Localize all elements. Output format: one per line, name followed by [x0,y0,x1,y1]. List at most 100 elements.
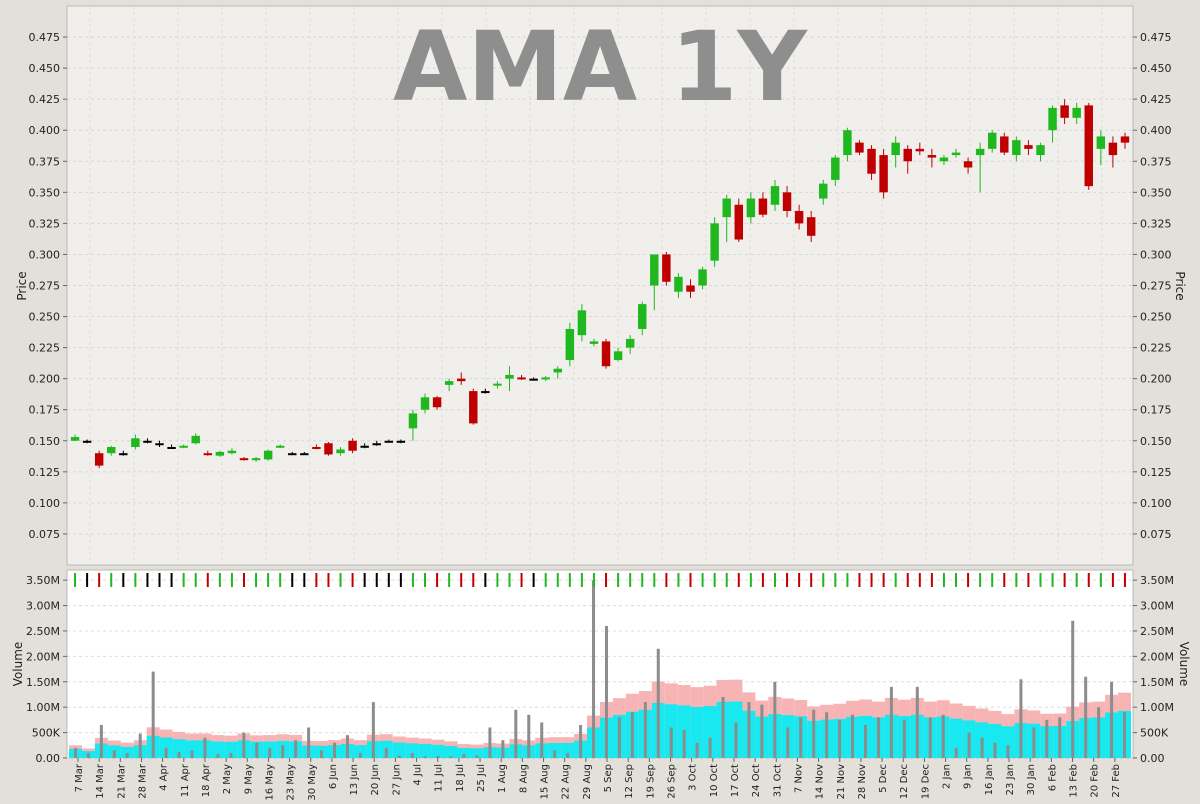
candle-body [794,210,804,224]
candle-body [191,435,200,444]
volume-bar [553,750,557,758]
price-candles [70,99,1130,469]
date-tick-label: 6 Jun [328,764,339,789]
price-tick-label: 0.375 [29,155,61,168]
volume-bar [345,735,349,758]
date-tick-label: 5 Sep [603,764,614,792]
volume-bar [86,752,90,758]
volume-bar [682,730,686,758]
volume-bar [540,722,544,758]
candle-body [951,152,961,156]
date-tick-label: 14 Nov [815,764,826,800]
volume-bar [747,702,751,758]
date-tick-label: 4 Apr [159,763,170,791]
date-tick-label: 9 Jan [963,764,974,789]
candle-body [82,440,92,443]
candle-body [444,381,454,385]
candle-body [698,269,707,286]
date-tick-label: 27 Feb [1111,764,1122,798]
price-tick-label: 0.425 [1140,93,1172,106]
volume-bar [993,742,997,758]
volume-bar [255,742,259,758]
volume-bar [941,714,945,758]
candle-body [879,155,888,193]
candle-body [855,142,864,153]
date-tick-label: 13 Jun [349,764,360,796]
volume-bar [229,752,233,758]
candle-body [734,204,744,240]
volume-bar [721,697,725,758]
date-tick-label: 28 Mar [137,763,148,799]
candle-body [94,453,104,466]
candle-body [348,440,357,451]
candle-body [107,446,116,454]
price-tick-label: 0.275 [1140,280,1172,293]
volume-bar [928,717,932,758]
volume-tick-label: 2.50M [26,625,60,638]
candle-body [70,437,80,441]
date-tick-label: 16 May [264,764,275,800]
price-axis-label-left: Price [15,271,29,300]
date-tick-label: 13 Feb [1069,764,1080,798]
candle-body [312,446,321,449]
candle-body [275,445,285,448]
candle-body [589,341,599,344]
volume-bar [320,750,324,758]
volume-band-inner [470,748,484,758]
candle-body [782,192,792,211]
date-tick-label: 19 Dec [920,764,931,799]
candle-body [203,453,213,456]
candle-body [1120,136,1130,143]
candle-body [613,351,623,361]
candle-body [167,446,176,449]
candle-body [1084,105,1093,187]
date-tick-label: 25 Jul [476,764,487,792]
candle-body [601,341,611,367]
candle-body [650,254,659,286]
candle-body [227,450,237,454]
candle-body [432,397,442,408]
candle-body [1096,136,1106,149]
volume-bar [177,751,181,758]
volume-ticks-right: 0.00 500K 1.00M 1.50M 2.00M 2.50M 3.00M 3.50M [1133,574,1174,765]
candle-body [625,338,635,348]
price-tick-label: 0.150 [29,435,61,448]
volume-bar [876,717,880,758]
volume-tick-label: 500K [1140,727,1169,740]
candle-body [408,413,418,429]
date-tick-label: 17 Oct [730,764,741,797]
candle-body [1036,145,1045,156]
date-tick-label: 2 Jan [942,764,953,789]
candle-body [1012,140,1021,156]
candle-body [686,285,695,292]
candle-body [336,449,345,454]
volume-bar [1123,712,1127,758]
volume-bar [915,686,919,758]
date-tick-label: 31 Oct [772,764,783,797]
volume-bar [397,755,401,758]
volume-tick-label: 1.00M [1140,701,1174,714]
volume-bar [423,756,427,758]
candle-body [638,304,647,329]
candle-body [1000,136,1009,153]
date-tick-label: 23 May [286,764,297,800]
candle-body [505,374,514,379]
price-tick-label: 0.275 [29,280,61,293]
volume-bar [734,722,738,758]
volume-band-inner [120,747,134,758]
candle-body [915,148,925,152]
volume-bar [773,681,777,758]
date-tick-label: 19 Sep [645,764,656,799]
volume-tick-label: 1.50M [26,676,60,689]
volume-bar [1084,676,1088,758]
date-tick-label: 6 Feb [1047,764,1058,791]
candle-body [577,310,587,336]
volume-bar [307,727,311,758]
volume-bar [902,719,906,758]
candle-body [384,440,394,443]
chart-title: AMA 1Y [393,11,808,123]
date-tick-label: 11 Apr [180,763,191,797]
date-tick-label: 29 Aug [582,764,593,799]
volume-bar [592,580,596,758]
price-tick-label: 0.225 [1140,342,1172,355]
